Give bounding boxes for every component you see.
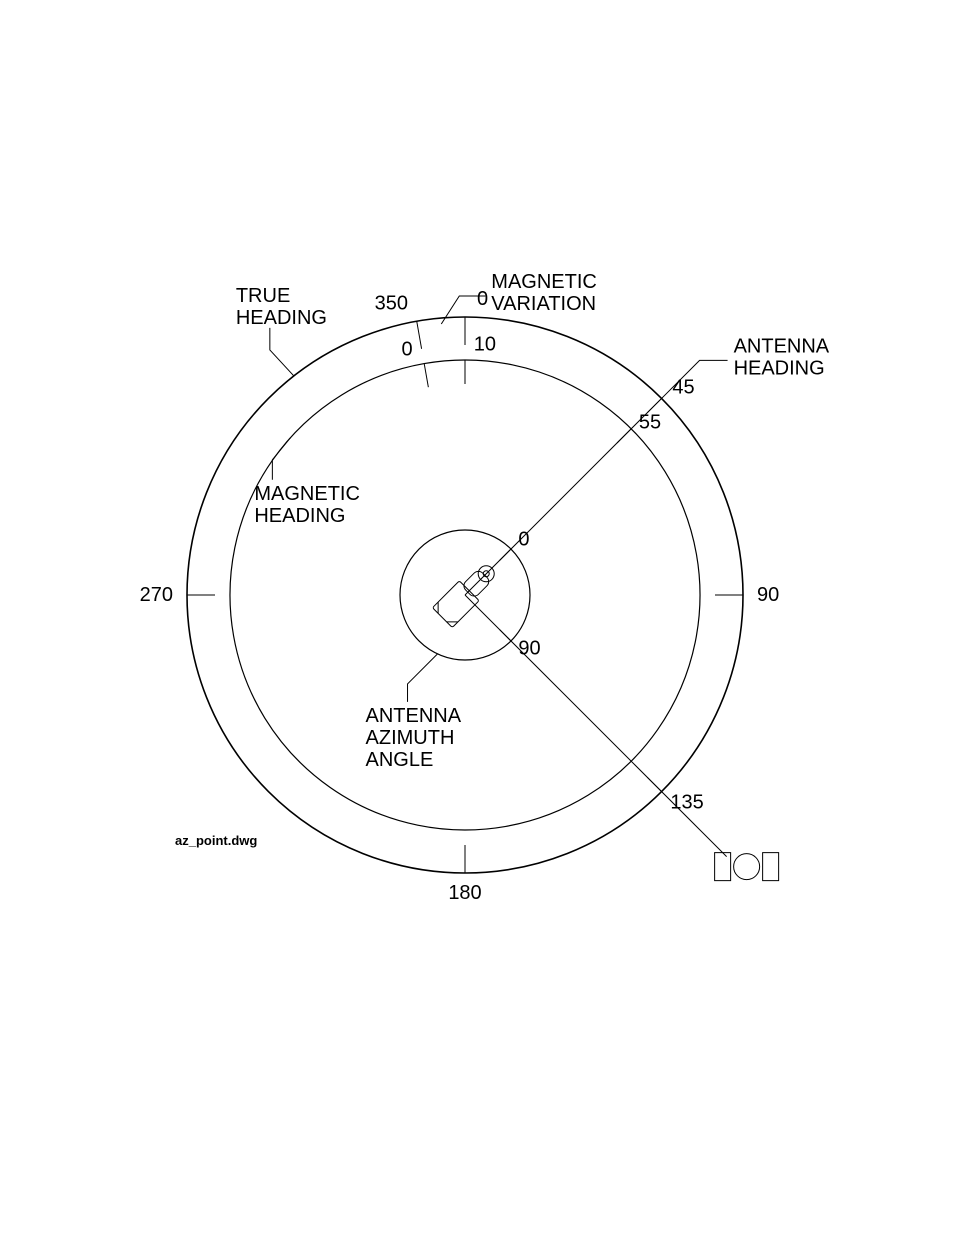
outer-tick-label: 135	[670, 791, 703, 813]
inner-tick	[461, 360, 469, 384]
outer-tick	[417, 321, 422, 349]
inner-tick-label: 55	[639, 411, 661, 433]
inner-tick	[424, 364, 428, 388]
label-true-heading: TRUEHEADING	[236, 285, 327, 329]
outer-tick-label: 180	[448, 882, 481, 904]
antenna-heading-line	[465, 398, 662, 595]
leader-line	[408, 654, 438, 702]
inner-tick-label: 0	[401, 338, 412, 360]
label-antenna-azimuth: ANTENNAAZIMUTHANGLE	[366, 705, 462, 771]
inner-tick-label: 10	[474, 333, 496, 355]
outer-tick-label: 0	[477, 288, 488, 310]
label-antenna-heading: ANTENNAHEADING	[734, 335, 830, 379]
file-label: az_point.dwg	[175, 833, 257, 848]
azimuth-diagram: 0 90 180 270 350 45 1350 10 550 90 MAGNETICVARIATI…	[0, 0, 954, 1235]
outer-tick-label: 350	[375, 292, 408, 314]
label-magnetic-variation: MAGNETICVARIATION	[491, 271, 597, 315]
satellite-icon	[715, 853, 779, 881]
magnetic-heading-group: 0 10 55	[188, 295, 737, 868]
outer-tick-label: 45	[672, 377, 694, 399]
label-magnetic-heading: MAGNETICHEADING	[254, 483, 360, 527]
outer-tick-label: 270	[140, 584, 173, 606]
outer-tick-label: 90	[757, 584, 779, 606]
leader-line	[270, 328, 294, 376]
center-tick-label: 90	[518, 637, 540, 659]
satellite-pointing-line	[465, 595, 727, 857]
leader-line	[272, 438, 290, 480]
